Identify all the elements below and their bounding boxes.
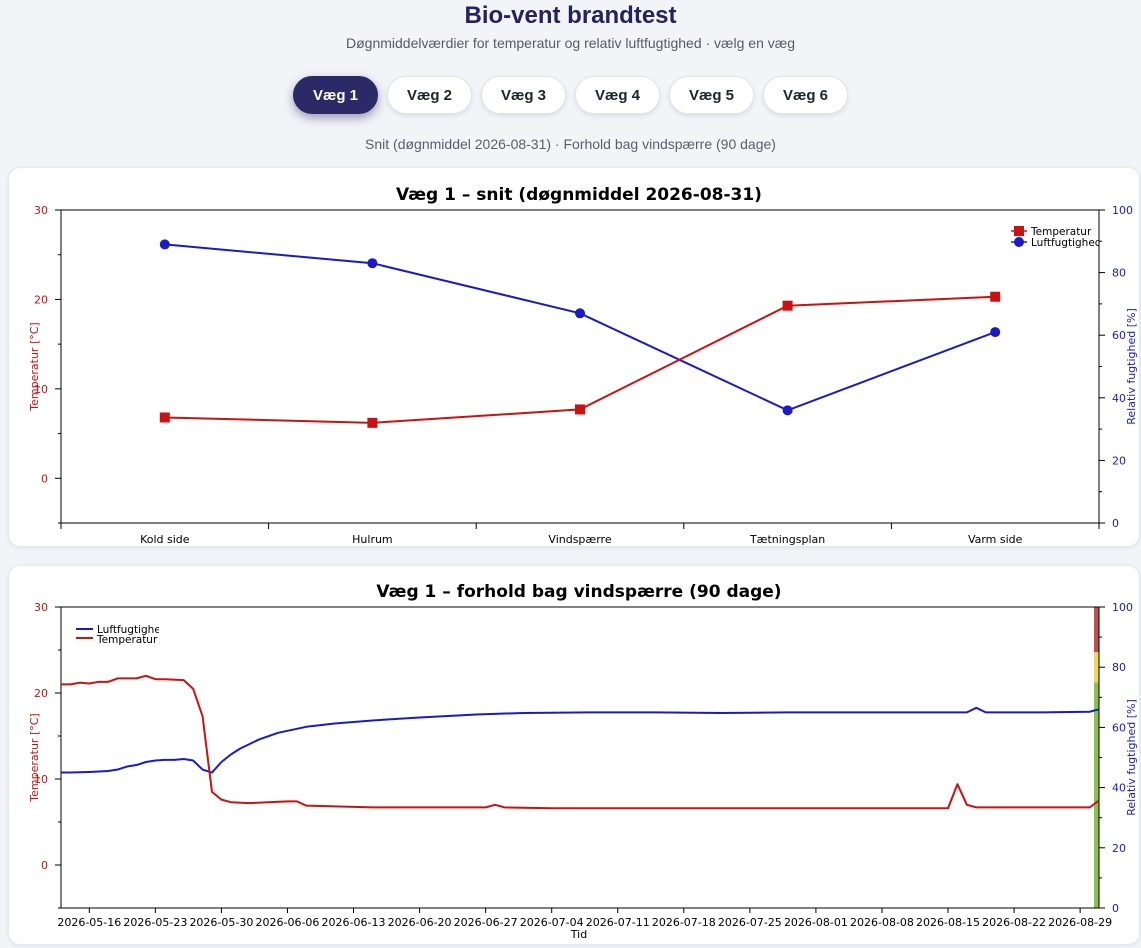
y2-tick-label: 60 xyxy=(1112,721,1126,734)
x-tick-label: Kold side xyxy=(140,533,190,546)
humidity-line xyxy=(61,706,1100,774)
humidity-point xyxy=(159,239,170,250)
y-tick-label: 10 xyxy=(34,383,48,396)
y-axis-label: Temperatur [°C] xyxy=(28,322,41,411)
humidity-point xyxy=(367,258,378,269)
tab-vaeg-5[interactable]: Væg 5 xyxy=(669,76,754,114)
y2-tick-label: 100 xyxy=(1112,204,1133,217)
x-tick-label: Tætningsplan xyxy=(749,533,825,546)
y-tick-label: 0 xyxy=(41,472,48,485)
status-line: Snit (døgnmiddel 2026-08-31) · Forhold b… xyxy=(365,136,776,152)
y-tick-label: 10 xyxy=(34,773,48,786)
humidity-point xyxy=(990,327,1001,338)
chart-title: Væg 1 – snit (døgnmiddel 2026-08-31) xyxy=(396,185,762,205)
x-tick-label: 2026-08-29 xyxy=(1048,916,1112,929)
y-tick-label: 20 xyxy=(34,687,48,700)
page-subtitle: Døgnmiddelværdier for temperatur og rela… xyxy=(346,35,795,51)
x-tick-label: 2026-06-20 xyxy=(388,916,452,929)
legend-temperature-marker xyxy=(1014,226,1024,236)
x-tick-label: 2026-07-04 xyxy=(520,916,584,929)
plot-frame xyxy=(60,606,1100,909)
temperature-line xyxy=(61,674,1100,810)
y-axis-label: Temperatur [°C] xyxy=(28,713,41,802)
y-tick-label: 30 xyxy=(34,204,48,217)
x-tick-label: 2026-05-23 xyxy=(123,916,187,929)
temperature-point xyxy=(782,300,793,311)
y2-tick-label: 80 xyxy=(1112,267,1126,280)
x-tick-label: 2026-06-27 xyxy=(454,916,518,929)
y2-tick-label: 40 xyxy=(1112,392,1126,405)
y2-tick-label: 80 xyxy=(1112,661,1126,674)
chart-title: Væg 1 – forhold bag vindspærre (90 dage) xyxy=(376,582,781,602)
x-tick-label: 2026-06-06 xyxy=(256,916,320,929)
y-tick-label: 30 xyxy=(34,601,48,614)
timeseries-chart: Væg 1 – forhold bag vindspærre (90 dage)… xyxy=(28,582,1138,941)
y2-tick-label: 20 xyxy=(1112,454,1126,467)
legend-temperature-label: Temperatur xyxy=(1030,226,1092,238)
y2-tick-label: 40 xyxy=(1112,782,1126,795)
temperature-point xyxy=(159,412,170,423)
temperature-point xyxy=(575,404,585,415)
y2-tick-label: 100 xyxy=(1112,601,1133,614)
legend-temperature-label: Temperatur xyxy=(96,634,158,646)
x-tick-label: 2026-08-22 xyxy=(982,916,1046,929)
y2-tick-label: 20 xyxy=(1112,842,1126,855)
tab-vaeg-3[interactable]: Væg 3 xyxy=(481,76,566,114)
legend-humidity-marker xyxy=(1014,237,1024,247)
x-tick-label: 2026-06-13 xyxy=(322,916,386,929)
y2-axis-label: Relativ fugtighed [%] xyxy=(1125,699,1138,816)
tab-vaeg-6[interactable]: Væg 6 xyxy=(763,76,848,114)
temperature-point xyxy=(990,291,1001,302)
y-tick-label: 0 xyxy=(41,859,48,872)
x-tick-label: 2026-08-08 xyxy=(850,916,914,929)
x-tick-label: Hulrum xyxy=(352,533,393,546)
y2-axis-label: Relativ fugtighed [%] xyxy=(1125,308,1138,425)
tab-vaeg-1[interactable]: Væg 1 xyxy=(293,76,378,114)
cross-section-chart-card: Væg 1 – snit (døgnmiddel 2026-08-31) 0 10 2… xyxy=(8,167,1140,547)
y2-tick-label: 0 xyxy=(1112,902,1119,915)
humidity-point xyxy=(782,405,793,416)
x-tick-label: 2026-08-15 xyxy=(916,916,980,929)
x-tick-label: Varm side xyxy=(968,533,1023,546)
x-tick-label: 2026-07-11 xyxy=(586,916,650,929)
humidity-line xyxy=(164,243,996,412)
y2-tick-label: 0 xyxy=(1112,517,1119,530)
wall-tabs: Væg 1 Væg 2 Væg 3 Væg 4 Væg 5 Væg 6 xyxy=(0,76,1141,114)
tab-vaeg-2[interactable]: Væg 2 xyxy=(387,76,472,114)
page-title: Bio-vent brandtest xyxy=(464,2,677,29)
humidity-point xyxy=(575,308,585,319)
x-axis-label: Tid xyxy=(570,928,587,941)
humidity-band xyxy=(1094,652,1099,683)
y-tick-label: 20 xyxy=(34,293,48,306)
temperature-point xyxy=(367,417,378,428)
cross-section-chart: Væg 1 – snit (døgnmiddel 2026-08-31) 0 10 2… xyxy=(28,185,1138,546)
humidity-band xyxy=(1094,682,1099,908)
x-tick-label: 2026-05-16 xyxy=(57,916,121,929)
x-tick-label: 2026-07-18 xyxy=(652,916,716,929)
plot-frame xyxy=(60,209,1100,524)
y2-tick-label: 60 xyxy=(1112,329,1126,342)
legend-humidity-label: Luftfugtighed xyxy=(1031,237,1101,249)
x-tick-label: 2026-07-25 xyxy=(718,916,782,929)
x-tick-label: 2026-08-01 xyxy=(784,916,848,929)
timeseries-chart-card: Væg 1 – forhold bag vindspærre (90 dage)… xyxy=(8,565,1140,945)
tab-vaeg-4[interactable]: Væg 4 xyxy=(575,76,660,114)
humidity-band xyxy=(1094,607,1099,653)
legend-humidity-label: Luftfugtighed xyxy=(97,624,167,636)
x-tick-label: Vindspærre xyxy=(548,533,611,546)
x-tick-label: 2026-05-30 xyxy=(189,916,253,929)
